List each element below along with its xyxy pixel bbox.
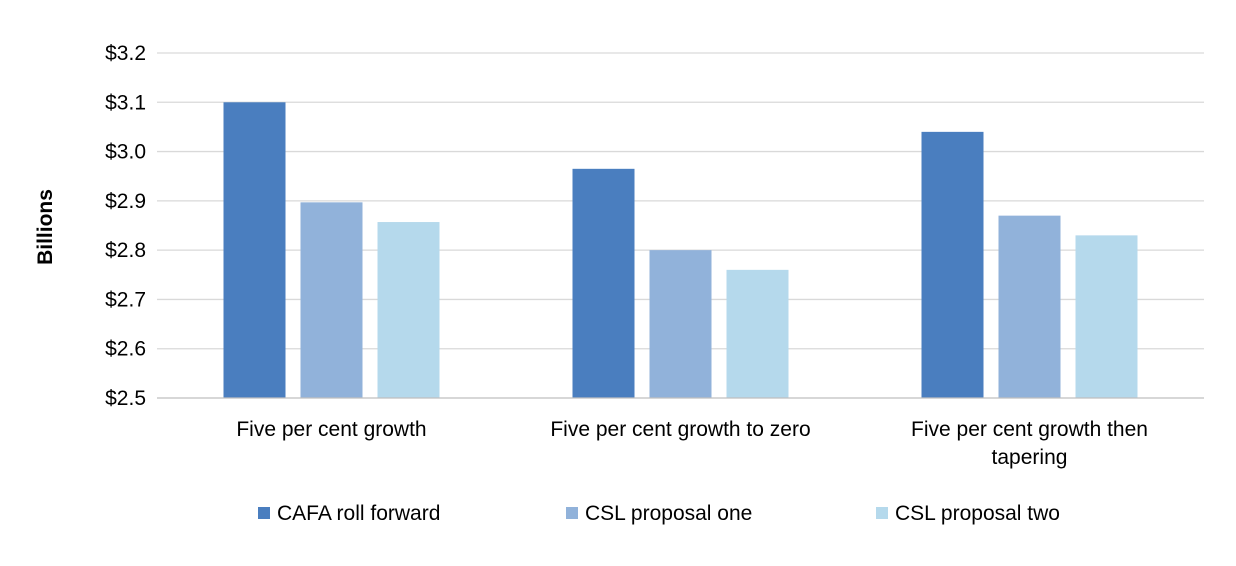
legend-swatch — [258, 507, 270, 519]
legend-swatch — [566, 507, 578, 519]
y-tick-label: $2.7 — [105, 288, 146, 311]
y-tick-label: $3.0 — [105, 141, 146, 164]
bar-cafa-roll-forward — [572, 168, 635, 398]
bar-csl-proposal-two — [726, 269, 789, 398]
bar-csl-proposal-two — [377, 222, 440, 398]
bar-cafa-roll-forward — [223, 102, 286, 399]
category-label: Five per cent growth to zero — [550, 418, 810, 441]
bar-csl-proposal-two — [1075, 235, 1138, 398]
legend-label: CSL proposal one — [585, 502, 752, 525]
y-tick-label: $2.5 — [105, 387, 146, 410]
y-tick-label: $3.2 — [105, 42, 146, 65]
y-tick-label: $3.1 — [105, 91, 146, 114]
y-tick-labels: $2.5 $2.6 $2.7 $2.8 $2.9 $3.0 $3.1 $3.2 — [105, 42, 146, 410]
y-tick-label: $2.6 — [105, 338, 146, 361]
legend-item: CAFA roll forward — [258, 502, 440, 525]
category-label: tapering — [992, 446, 1068, 469]
legend-label: CAFA roll forward — [277, 502, 440, 525]
category-label: Five per cent growth — [236, 418, 426, 441]
y-axis-title: Billions — [34, 189, 57, 265]
legend-item: CSL proposal one — [566, 502, 752, 525]
bar-csl-proposal-one — [649, 250, 712, 398]
bar-csl-proposal-one — [998, 215, 1061, 398]
y-tick-label: $2.9 — [105, 190, 146, 213]
y-tick-label: $2.8 — [105, 239, 146, 262]
bar-csl-proposal-one — [300, 202, 363, 398]
bars — [223, 102, 1138, 399]
category-label: Five per cent growth then — [911, 418, 1148, 441]
bar-cafa-roll-forward — [921, 131, 984, 398]
legend-swatch — [876, 507, 888, 519]
legend: CAFA roll forward CSL proposal one CSL pro… — [258, 502, 1060, 525]
category-labels: Five per cent growth Five per cent growth… — [236, 418, 1148, 469]
legend-label: CSL proposal two — [895, 502, 1060, 525]
legend-item: CSL proposal two — [876, 502, 1060, 525]
